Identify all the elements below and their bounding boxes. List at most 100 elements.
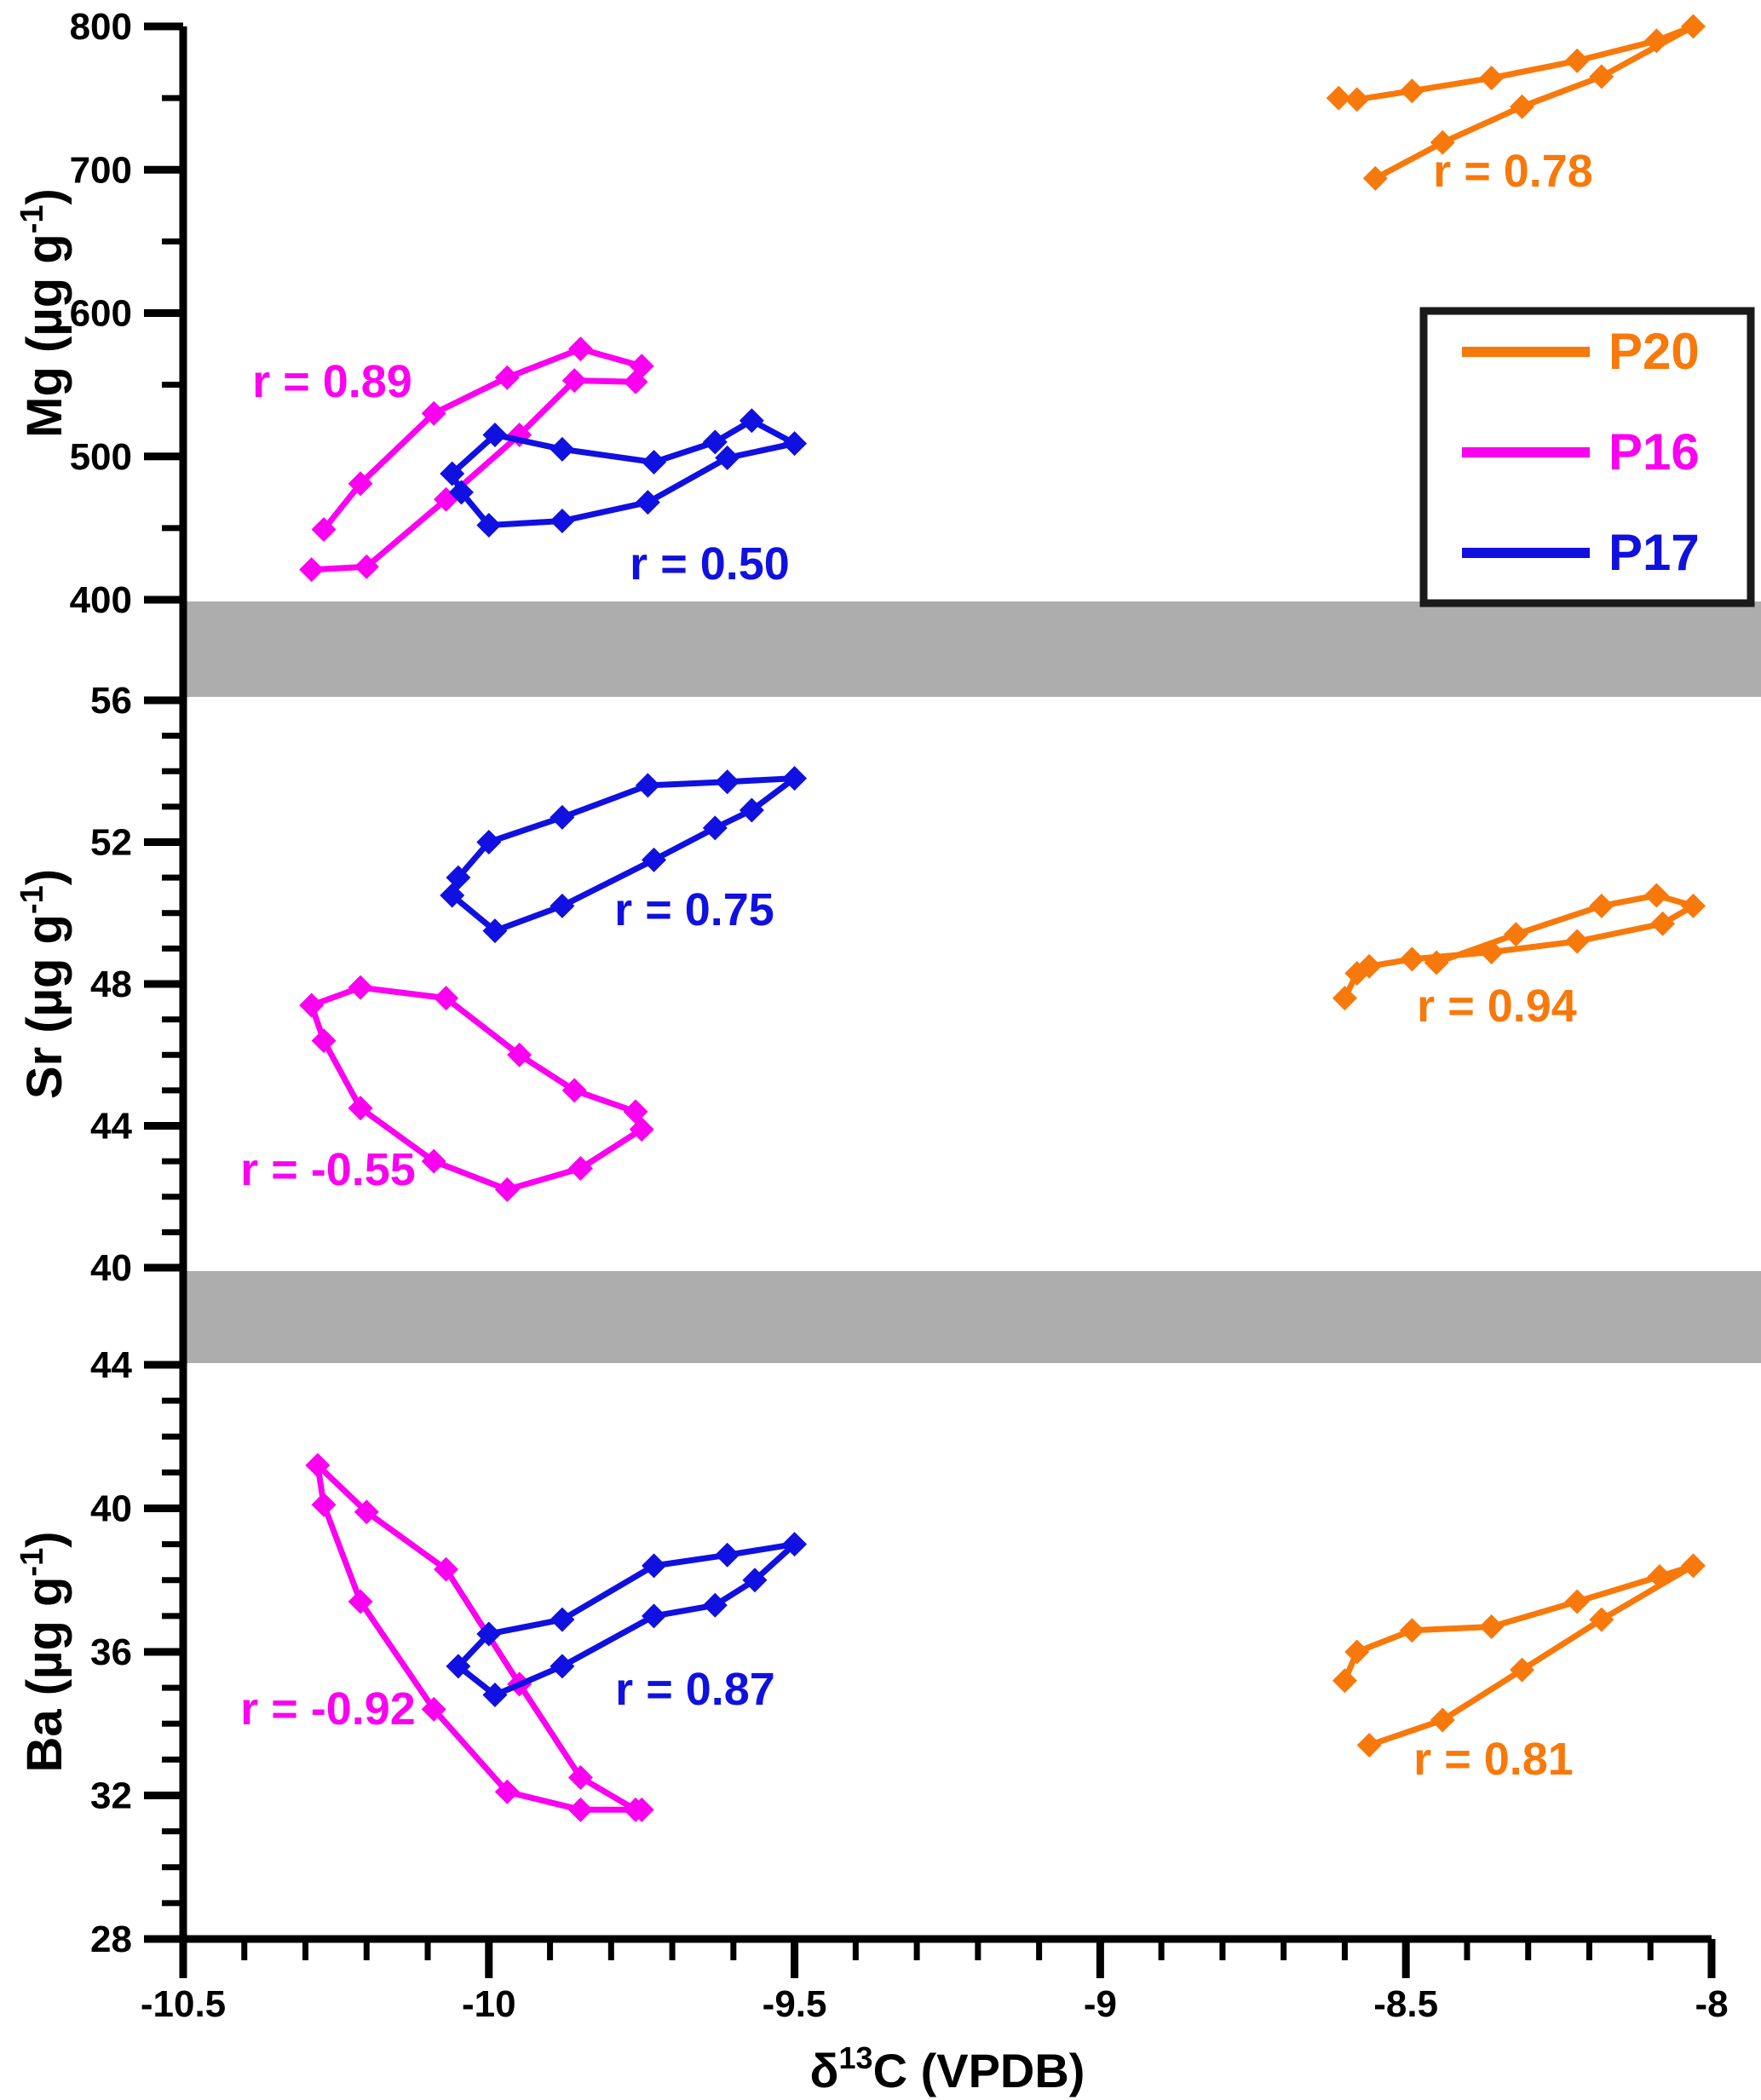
data-point xyxy=(550,804,575,830)
series-p17-mg-points xyxy=(440,408,808,538)
y-tick-label: 600 xyxy=(70,293,132,335)
data-point xyxy=(507,1042,532,1067)
data-point xyxy=(1430,129,1455,155)
data-point xyxy=(440,461,465,486)
y-tick-label: 400 xyxy=(70,579,132,621)
data-point xyxy=(782,1532,808,1557)
data-point xyxy=(715,769,740,795)
data-point xyxy=(476,1621,502,1647)
y-axis-ticks-mg xyxy=(144,22,183,604)
data-point xyxy=(421,400,446,426)
data-point xyxy=(1650,911,1676,936)
y-axis-tick-labels-sr: 56 52 48 44 40 xyxy=(90,680,132,1289)
data-point xyxy=(1643,883,1669,908)
data-point xyxy=(494,1177,520,1202)
panel-sr: r = 0.75 r = -0.55 r = 0.94 xyxy=(240,766,1706,1202)
data-point xyxy=(702,815,728,841)
data-point xyxy=(561,368,587,394)
data-point xyxy=(354,554,379,579)
data-point xyxy=(567,1764,593,1790)
data-point xyxy=(739,797,764,823)
y-tick-label: 40 xyxy=(90,1488,132,1530)
data-point xyxy=(434,1556,459,1582)
data-point xyxy=(494,1779,520,1804)
data-point xyxy=(567,1155,593,1181)
panel-mg: r = 0.89 r = 0.50 r = 0.78 xyxy=(252,14,1706,590)
legend-label-p17: P17 xyxy=(1608,524,1700,581)
y-tick-label: 28 xyxy=(90,1919,132,1960)
data-point xyxy=(1647,1564,1672,1590)
y-tick-label: 48 xyxy=(90,964,132,1005)
data-point xyxy=(449,480,475,505)
y-tick-label: 800 xyxy=(70,6,132,48)
data-point xyxy=(642,1553,667,1579)
data-point xyxy=(1680,14,1706,39)
data-point xyxy=(550,893,575,918)
data-point xyxy=(739,408,764,434)
data-point xyxy=(1430,1707,1455,1733)
data-point xyxy=(702,429,728,455)
data-point xyxy=(305,1453,331,1478)
y-axis-title-mg: Mg (µg g-1) xyxy=(14,188,72,438)
data-point xyxy=(635,773,660,798)
data-point xyxy=(629,1797,654,1822)
data-point xyxy=(1589,893,1614,918)
y-tick-label: 52 xyxy=(90,822,132,864)
data-point xyxy=(1332,986,1357,1011)
axis-break-band-1 xyxy=(183,601,1761,697)
data-point xyxy=(635,490,660,515)
series-p20-mg-points xyxy=(1326,14,1706,191)
series-p20-ba-points xyxy=(1332,1553,1706,1758)
data-point xyxy=(482,918,508,944)
correlation-label-p17-ba: r = 0.87 xyxy=(615,1664,775,1715)
data-point xyxy=(1680,1553,1706,1579)
data-point xyxy=(421,1696,446,1722)
data-point xyxy=(446,865,471,890)
x-tick-label: -9.5 xyxy=(763,1983,827,2025)
correlation-label-p17-mg: r = 0.50 xyxy=(630,538,790,590)
data-point xyxy=(446,1654,471,1679)
series-p17-ba-line xyxy=(455,1541,798,1699)
y-tick-label: 40 xyxy=(90,1247,132,1289)
data-point xyxy=(311,517,337,543)
data-point xyxy=(642,847,667,872)
axis-break-band-2 xyxy=(183,1271,1761,1363)
data-point xyxy=(782,766,808,791)
data-point xyxy=(629,1117,654,1142)
x-axis-tick-labels: -10.5 -10 -9.5 -9 -8.5 -8 xyxy=(141,1983,1729,2025)
data-point xyxy=(1362,165,1388,191)
data-point xyxy=(1326,85,1351,111)
data-point xyxy=(1564,929,1590,954)
legend: P20 P16 P17 xyxy=(1419,307,1755,607)
data-point xyxy=(1356,1733,1382,1758)
data-point xyxy=(1424,950,1449,975)
data-point xyxy=(567,1797,593,1822)
data-point xyxy=(1399,78,1424,104)
correlation-label-p16-sr: r = -0.55 xyxy=(240,1144,416,1195)
data-point xyxy=(1589,1607,1614,1632)
y-tick-label: 36 xyxy=(90,1631,132,1673)
data-point xyxy=(1344,1639,1370,1665)
data-point xyxy=(1399,946,1424,972)
data-point xyxy=(550,436,575,462)
correlation-label-p20-ba: r = 0.81 xyxy=(1413,1734,1574,1785)
data-point xyxy=(476,830,502,854)
y-tick-label: 700 xyxy=(70,149,132,191)
data-point xyxy=(1399,1618,1424,1643)
series-p16-ba-points xyxy=(305,1453,654,1822)
data-point xyxy=(1643,28,1669,54)
data-point xyxy=(629,354,654,379)
data-point xyxy=(550,1607,575,1632)
data-point xyxy=(476,513,502,538)
data-point xyxy=(1564,48,1590,73)
data-point xyxy=(642,449,667,475)
data-point xyxy=(348,1589,373,1614)
data-point xyxy=(434,986,459,1011)
panel-ba: r = -0.92 r = 0.87 r = 0.81 xyxy=(240,1453,1706,1822)
data-point xyxy=(1503,922,1528,947)
series-p20-sr-points xyxy=(1332,883,1706,1011)
x-tick-label: -8.5 xyxy=(1373,1983,1438,2025)
data-point xyxy=(1510,94,1535,119)
legend-label-p20: P20 xyxy=(1608,323,1700,380)
data-point xyxy=(348,975,373,1000)
